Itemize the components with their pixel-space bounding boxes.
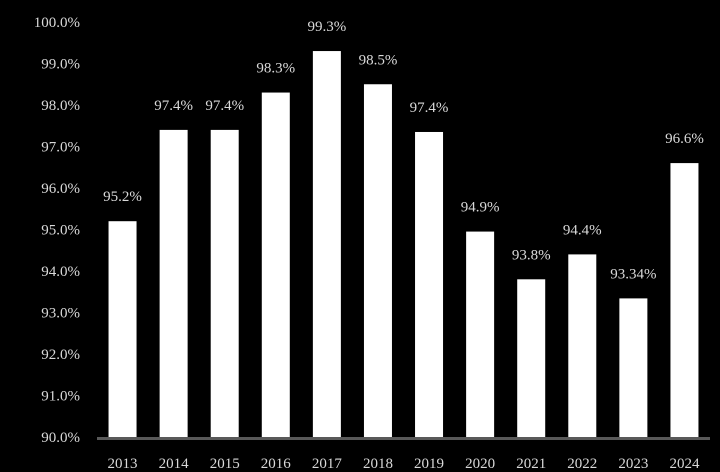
x-tick-label-2014: 2014 xyxy=(159,456,190,472)
bar-2018 xyxy=(363,84,392,437)
data-label-2014: 97.4% xyxy=(154,98,193,114)
bar-2024 xyxy=(670,163,699,437)
x-axis-labels: 2013 2014 2015 2016 2017 2018 2019 2020 2021 2022… xyxy=(108,456,700,472)
data-label-2021: 93.8% xyxy=(512,247,551,263)
data-label-2017: 99.3% xyxy=(308,19,347,35)
bar-2014 xyxy=(159,129,188,437)
data-label-2015: 97.4% xyxy=(205,98,244,114)
bar-2013 xyxy=(108,221,137,437)
bar-2015 xyxy=(210,129,239,437)
x-tick-label-2017: 2017 xyxy=(312,456,343,472)
y-tick-label: 95.0% xyxy=(41,223,80,239)
x-tick-label-2015: 2015 xyxy=(210,456,240,472)
x-tick-label-2020: 2020 xyxy=(465,456,495,472)
bar-2021 xyxy=(517,279,546,437)
y-tick-label: 97.0% xyxy=(41,140,80,156)
x-tick-label-2022: 2022 xyxy=(567,456,597,472)
data-label-2022: 94.4% xyxy=(563,222,602,238)
bar-2019 xyxy=(415,131,444,437)
bar-2016 xyxy=(261,92,290,438)
x-tick-label-2018: 2018 xyxy=(363,456,393,472)
x-tick-label-2016: 2016 xyxy=(261,456,292,472)
x-tick-label-2024: 2024 xyxy=(669,456,700,472)
y-tick-label: 100.0% xyxy=(34,15,80,31)
y-tick-label: 91.0% xyxy=(41,389,80,405)
x-tick-label-2019: 2019 xyxy=(414,456,444,472)
y-tick-label: 90.0% xyxy=(41,430,80,446)
bar-2022 xyxy=(568,254,597,437)
bar-2020 xyxy=(466,231,495,437)
data-labels: 95.2% 97.4% 97.4% 98.3% 99.3% 98.5% 97.4% 94.9%… xyxy=(103,19,704,282)
bar-2017 xyxy=(312,51,341,438)
data-label-2013: 95.2% xyxy=(103,189,142,205)
x-tick-label-2023: 2023 xyxy=(618,456,648,472)
data-label-2018: 98.5% xyxy=(359,52,398,68)
data-label-2023: 93.34% xyxy=(610,266,656,282)
y-tick-label: 93.0% xyxy=(41,306,80,322)
y-tick-label: 98.0% xyxy=(41,98,80,114)
bars xyxy=(108,51,699,438)
y-tick-label: 99.0% xyxy=(41,57,80,73)
y-tick-label: 92.0% xyxy=(41,347,80,363)
data-label-2024: 96.6% xyxy=(665,131,704,147)
data-label-2020: 94.9% xyxy=(461,200,500,216)
bar-2023 xyxy=(619,298,648,437)
data-label-2019: 97.4% xyxy=(410,100,449,116)
y-tick-label: 96.0% xyxy=(41,181,80,197)
data-label-2016: 98.3% xyxy=(256,61,295,77)
x-tick-label-2013: 2013 xyxy=(108,456,138,472)
y-tick-label: 94.0% xyxy=(41,264,80,280)
y-axis-ticks: 90.0% 91.0% 92.0% 93.0% 94.0% 95.0% 96.0% 97.0%… xyxy=(34,15,80,446)
x-tick-label-2021: 2021 xyxy=(516,456,546,472)
